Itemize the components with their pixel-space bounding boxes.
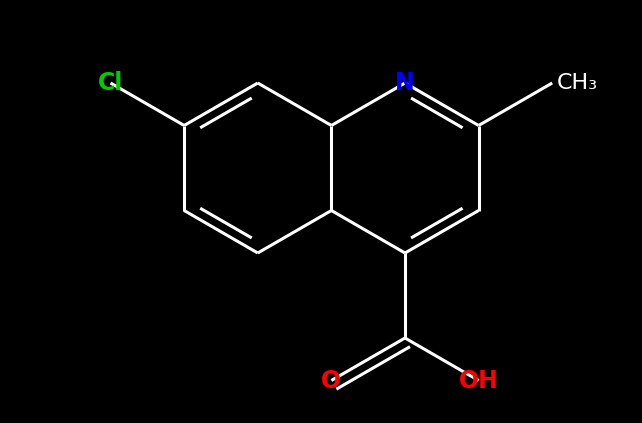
- Text: OH: OH: [458, 368, 499, 393]
- Text: N: N: [395, 71, 415, 95]
- Text: Cl: Cl: [98, 71, 123, 95]
- Text: CH₃: CH₃: [557, 73, 598, 93]
- Text: O: O: [322, 368, 342, 393]
